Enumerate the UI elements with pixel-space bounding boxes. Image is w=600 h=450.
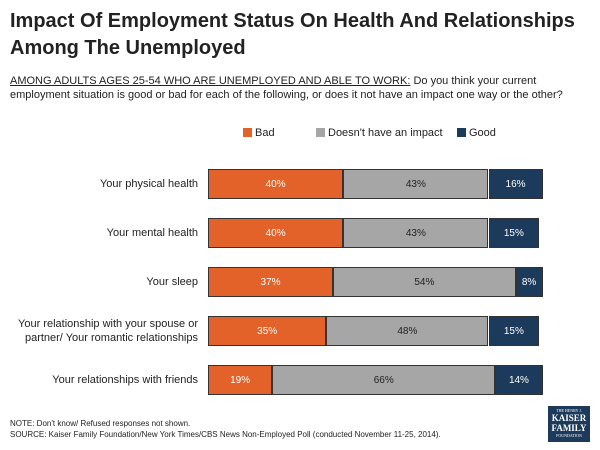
legend-item-2: Good: [457, 127, 496, 139]
footnote-source: SOURCE: Kaiser Family Foundation/New Yor…: [10, 430, 441, 439]
legend-label-2: Good: [469, 127, 496, 139]
bar-label-4-1: 66%: [373, 374, 394, 386]
bar-3-2: 15%: [488, 316, 540, 346]
bar-3-0: 35%: [208, 316, 327, 346]
footnote-note: NOTE: Don't know/ Refused responses not …: [10, 419, 191, 428]
bar-0-1: 43%: [343, 169, 489, 199]
bar-label-3-0: 35%: [257, 325, 278, 337]
logo-line-2a: KAISER: [551, 413, 587, 423]
bar-2-2: 8%: [515, 267, 543, 297]
legend-item-0: Bad: [243, 127, 275, 139]
legend-swatch-0: [243, 128, 252, 137]
bar-1-2: 15%: [488, 218, 540, 248]
bar-label-1-2: 15%: [503, 227, 524, 239]
bar-2-0: 37%: [208, 267, 334, 297]
bar-label-2-2: 8%: [521, 276, 537, 288]
footnotes: NOTE: Don't know/ Refused responses not …: [10, 418, 530, 440]
category-label-3: Your relationship with your spouse or pa…: [18, 318, 198, 344]
kff-logo: THE HENRY J. KAISER FAMILY FOUNDATION: [548, 406, 590, 442]
subtitle-population: AMONG ADULTS AGES 25-54 WHO ARE UNEMPLOY…: [10, 75, 411, 87]
bar-0-2: 16%: [488, 169, 543, 199]
legend-label-1: Doesn't have an impact: [328, 127, 443, 139]
bar-0-0: 40%: [208, 169, 344, 199]
bar-4-2: 14%: [495, 365, 543, 395]
bar-label-0-0: 40%: [265, 178, 286, 190]
bar-label-2-0: 37%: [260, 276, 281, 288]
bar-label-3-2: 15%: [503, 325, 524, 337]
bar-label-2-1: 54%: [414, 276, 435, 288]
bar-4-0: 19%: [208, 365, 273, 395]
legend-item-1: Doesn't have an impact: [316, 127, 443, 139]
bar-1-0: 40%: [208, 218, 344, 248]
bar-4-1: 66%: [272, 365, 496, 395]
category-label-1: Your mental health: [106, 227, 198, 239]
logo-line-2b: FAMILY: [551, 423, 587, 433]
legend-swatch-2: [457, 128, 466, 137]
bar-2-1: 54%: [333, 267, 516, 297]
chart-subtitle: AMONG ADULTS AGES 25-54 WHO ARE UNEMPLOY…: [10, 74, 590, 102]
legend-label-0: Bad: [255, 127, 275, 139]
legend-swatch-1: [316, 128, 325, 137]
subtitle-question: Do you think your current employment sit…: [10, 75, 563, 101]
logo-line-3: FOUNDATION: [556, 433, 582, 438]
bar-label-4-2: 14%: [508, 374, 529, 386]
category-label-0: Your physical health: [99, 178, 198, 190]
logo-line-1: THE HENRY J.: [556, 408, 582, 413]
bar-3-1: 48%: [326, 316, 489, 346]
bar-label-3-1: 48%: [397, 325, 418, 337]
bar-label-4-0: 19%: [230, 374, 251, 386]
bar-label-1-0: 40%: [265, 227, 286, 239]
bar-label-0-2: 16%: [505, 178, 526, 190]
chart-title: Impact Of Employment Status On Health An…: [10, 10, 575, 59]
bar-label-0-1: 43%: [405, 178, 426, 190]
category-label-2: Your sleep: [146, 276, 198, 288]
bar-label-1-1: 43%: [405, 227, 426, 239]
category-label-4: Your relationships with friends: [52, 374, 198, 386]
bar-1-1: 43%: [343, 218, 489, 248]
